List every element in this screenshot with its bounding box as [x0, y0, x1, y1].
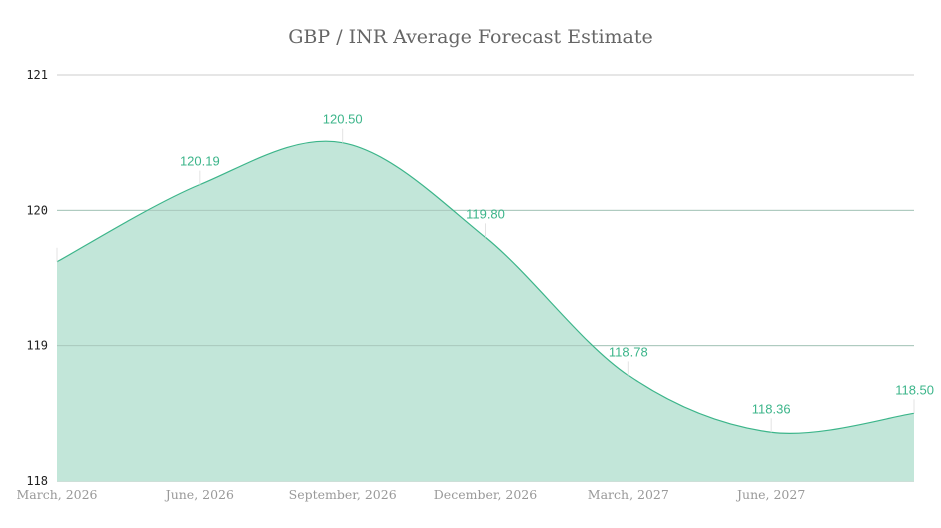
data-label: 120.50: [323, 112, 363, 127]
data-label: 119.80: [466, 206, 505, 221]
x-tick-label: June, 2027: [735, 487, 805, 502]
area-fill: [57, 141, 914, 481]
y-tick-label: 121: [26, 68, 48, 82]
x-tick-label: March, 2026: [16, 487, 97, 502]
data-label: 118.78: [609, 344, 648, 359]
data-label: 118.36: [752, 401, 791, 416]
y-tick-label: 120: [26, 203, 48, 217]
x-tick-label: December, 2026: [434, 487, 537, 502]
x-tick-label: March, 2027: [588, 487, 669, 502]
x-tick-label: June, 2026: [164, 487, 234, 502]
y-tick-label: 119: [26, 339, 48, 353]
y-tick-label: 118: [26, 474, 48, 488]
data-label: 118.50: [895, 382, 934, 397]
data-label: 120.19: [180, 154, 220, 169]
x-tick-label: September, 2026: [289, 487, 397, 502]
chart-title: GBP / INR Average Forecast Estimate: [288, 26, 653, 48]
